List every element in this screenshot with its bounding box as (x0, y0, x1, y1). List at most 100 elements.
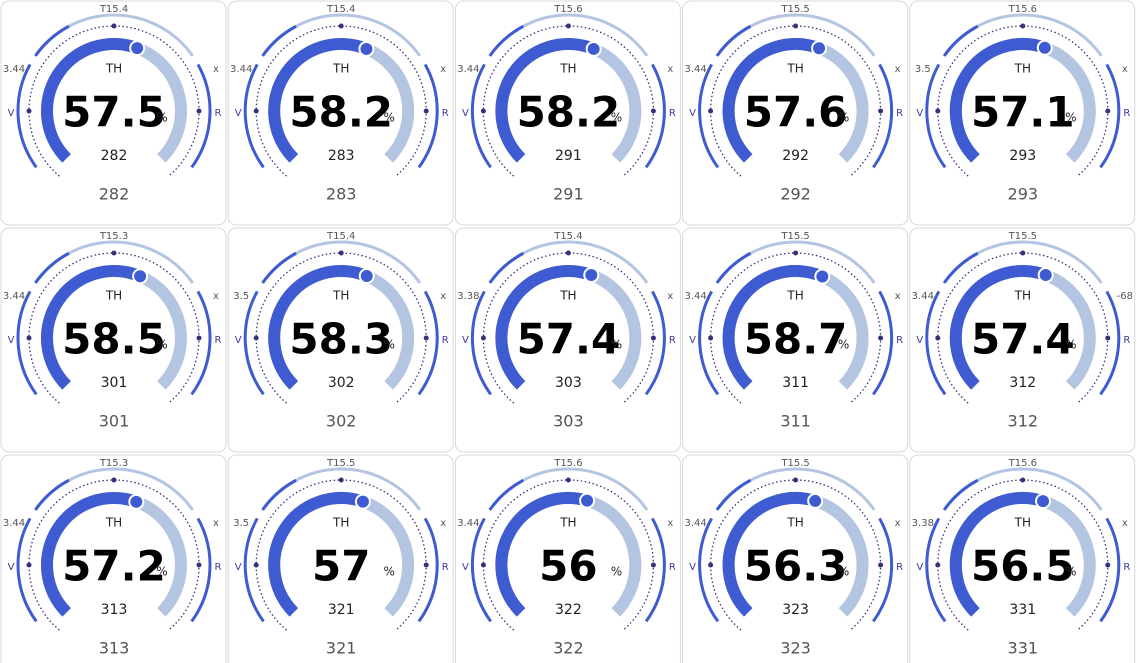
right-arc (872, 63, 894, 169)
gauge-title: TH (786, 516, 803, 530)
card-frame (454, 227, 681, 453)
gauge-unit: % (611, 565, 622, 579)
ring-dot (1105, 562, 1111, 568)
card-footer: 302 (326, 412, 357, 431)
ring-dot (480, 108, 486, 114)
gauge-knob (583, 267, 600, 284)
card-footer: 321 (326, 639, 357, 658)
top-arc-dark (488, 478, 525, 511)
ring-dot (480, 562, 486, 568)
gauge-card: T15.5 3.44 -68 V R TH 57.4% 312 312 (909, 227, 1136, 453)
gauge-unit: % (383, 338, 394, 352)
ring-dot (1020, 23, 1026, 29)
right-arc (190, 290, 212, 396)
ring-dot (196, 335, 202, 341)
v-label: V (689, 335, 696, 346)
v-label: V (8, 562, 15, 573)
dotted-ring (709, 25, 882, 177)
top-arc-dark (34, 24, 70, 57)
gauge-title: TH (332, 289, 349, 303)
gauge-value-arc (40, 492, 139, 617)
r-label: R (896, 562, 903, 573)
card-footer: 322 (553, 639, 584, 658)
gauge-knob (128, 493, 145, 510)
left-label: 3.44 (3, 518, 25, 529)
gauge-card: T15.3 3.44 x V R TH 57.2% 313 313 (0, 454, 227, 663)
dotted-ring (255, 25, 427, 177)
r-label: R (442, 108, 449, 119)
left-arc (698, 290, 720, 396)
gauge-card: T15.5 3.44 x V R TH 56.3% 323 323 (682, 454, 909, 663)
gauge-sub: 311 (782, 375, 809, 391)
card-frame (227, 227, 454, 453)
v-label: V (689, 108, 696, 119)
top-label: T15.4 (99, 4, 128, 15)
gauge-sub: 303 (555, 375, 582, 391)
top-arc-dark (942, 478, 979, 511)
ring-dot (878, 108, 884, 114)
ring-dot (196, 108, 202, 114)
ring-dot (793, 23, 799, 29)
top-label: T15.5 (326, 458, 355, 469)
card-footer: 292 (780, 185, 811, 204)
ring-dot (111, 250, 117, 256)
ring-dot (650, 562, 656, 568)
gauge-value-arc (949, 492, 1045, 617)
left-label: 3.5 (915, 64, 931, 75)
left-arc (470, 63, 492, 169)
right-label: x (213, 291, 219, 302)
right-arc (872, 290, 894, 396)
gauge-card: T15.3 3.44 x V R TH 58.5% 301 301 (0, 227, 227, 453)
ring-dot (1020, 477, 1026, 483)
gauge-sub: 321 (328, 602, 355, 618)
gauge-value-arc (722, 492, 817, 617)
top-label: T15.5 (1008, 231, 1037, 242)
gauge-value-arc (949, 265, 1048, 390)
left-label: 3.44 (230, 64, 252, 75)
right-arc (872, 517, 894, 623)
left-arc (470, 517, 492, 623)
dotted-ring (937, 479, 1109, 631)
gauge-value: 56 (539, 542, 597, 591)
ring-dot (1020, 250, 1026, 256)
right-arc (190, 517, 212, 623)
right-label: x (895, 518, 901, 529)
gauge-sub: 293 (1009, 148, 1036, 164)
r-label: R (1123, 108, 1130, 119)
gauge-value: 57.5 (62, 88, 166, 137)
top-label: T15.5 (780, 458, 809, 469)
gauge-value: 57.4 (971, 315, 1075, 364)
gauge-knob (1035, 493, 1052, 510)
right-arc (190, 63, 212, 169)
gauge-unit: % (383, 111, 394, 125)
gauge-unit: % (838, 565, 849, 579)
ring-dot (565, 250, 571, 256)
gauge-knob (811, 40, 828, 57)
right-arc (417, 63, 439, 169)
left-label: 3.44 (684, 518, 706, 529)
ring-dot (793, 250, 799, 256)
gauge-sub: 322 (555, 602, 582, 618)
r-label: R (442, 562, 449, 573)
top-label: T15.4 (553, 231, 582, 242)
ring-dot (423, 335, 429, 341)
card-footer: 311 (780, 412, 811, 431)
ring-dot (338, 250, 344, 256)
top-label: T15.6 (553, 4, 582, 15)
ring-dot (423, 108, 429, 114)
ring-dot (253, 562, 259, 568)
gauge-value: 58.7 (744, 315, 848, 364)
right-arc (1099, 517, 1121, 623)
gauge-card: T15.6 3.44 x V R TH 56 % 322 322 (454, 454, 681, 663)
gauge-value: 57 (312, 542, 370, 591)
gauge-value-arc (268, 492, 365, 617)
gauge-title: TH (559, 62, 576, 76)
right-label: x (667, 291, 673, 302)
gauge-value: 58.3 (289, 315, 393, 364)
right-label: x (1122, 518, 1128, 529)
v-label: V (916, 562, 923, 573)
ring-dot (253, 335, 259, 341)
ring-dot (338, 23, 344, 29)
left-label: 3.44 (457, 518, 479, 529)
r-label: R (896, 108, 903, 119)
